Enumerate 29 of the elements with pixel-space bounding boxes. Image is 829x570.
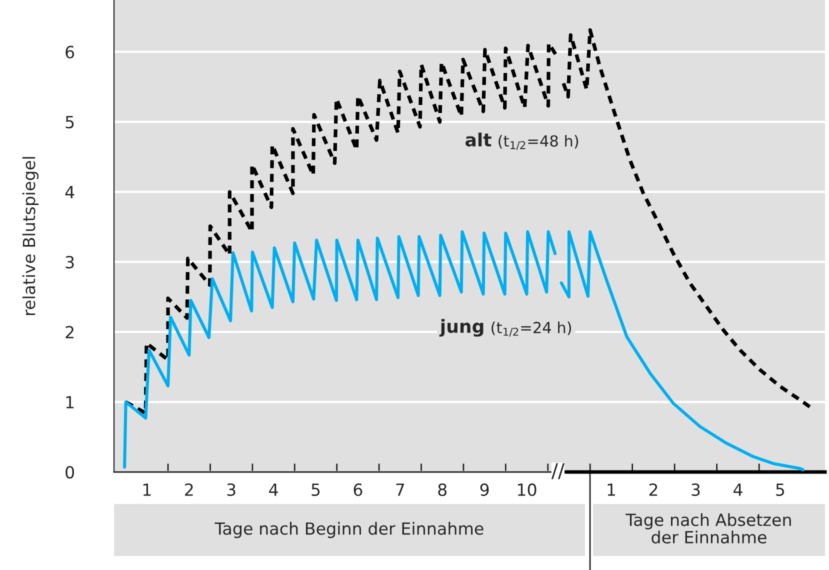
x-tick-label: 3 [227,483,236,496]
y-tick-label: 5 [66,116,74,128]
y-tick-label: 0 [66,466,74,479]
y-tick-label: 1 [66,396,74,408]
x-axis-title: Tage nach Absetzen der Einnahme [626,513,791,544]
series-label: alt (t$_{1/2}$=48 h) [466,132,578,150]
series-label: jung (t$_{1/2}$=24 h) [439,319,572,337]
annotation: // [551,463,565,480]
line-series [124,42,558,415]
x-tick-label: 3 [692,483,700,496]
x-tick-label: 8 [438,483,447,496]
y-tick-label: 3 [66,256,74,268]
x-tick-label: 1 [608,484,615,496]
x-tick-label: 9 [480,483,489,496]
x-tick-label: 2 [649,483,658,496]
x-tick-label: 10 [518,483,536,496]
y-tick-label: 6 [66,46,74,58]
x-tick-label: 1 [143,484,151,496]
x-tick-label: 2 [185,483,193,496]
x-tick-label: 7 [396,484,404,496]
y-tick-label: 4 [65,186,74,198]
x-tick-label: 4 [269,484,278,496]
x-tick-label: 6 [354,483,362,496]
x-tick-label: 5 [776,484,784,496]
x-tick-label: 4 [733,484,742,496]
x-tick-label: 5 [312,484,320,496]
x-axis-title: Tage nach Beginn der Einnahme [214,522,484,538]
y-tick-label: 2 [66,326,74,338]
y-axis-title: relative Blutspiegel [22,157,39,315]
